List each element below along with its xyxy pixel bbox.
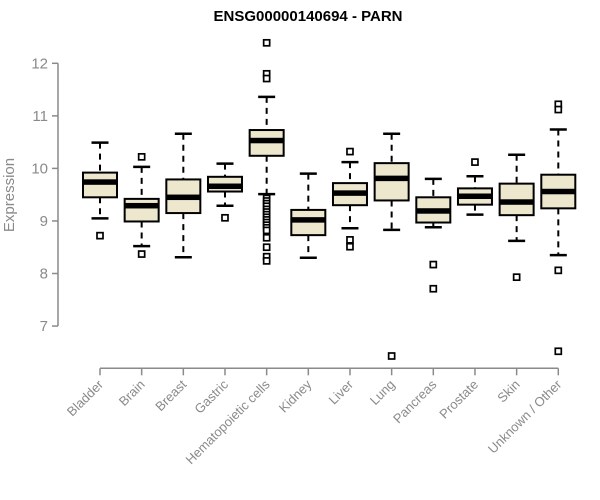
box-hematopoietic-cells — [248, 38, 285, 265]
iqr-box — [123, 197, 160, 223]
box-bladder — [82, 141, 118, 240]
y-tick-label: 8 — [40, 266, 48, 283]
outlier-point — [512, 273, 521, 282]
outlier-point — [554, 266, 563, 275]
box-gastric — [206, 162, 243, 222]
box-unknown-other — [540, 100, 577, 356]
outlier-point — [346, 242, 354, 251]
box-group — [82, 38, 577, 360]
y-tick-label: 12 — [31, 55, 48, 72]
median-line — [332, 190, 367, 196]
box-prostate — [456, 158, 493, 216]
outlier-point — [554, 105, 563, 114]
x-category-label: Unknown / Other — [485, 376, 565, 456]
box-skin — [498, 153, 535, 282]
median-line — [416, 208, 451, 214]
box-kidney — [290, 172, 327, 259]
x-category-label: Pancreas — [390, 376, 440, 426]
x-category-label: Lung — [367, 377, 398, 408]
median-line — [457, 193, 492, 200]
outlier-point — [346, 236, 354, 244]
outlier-point — [262, 74, 271, 83]
y-axis: 7 8 9 10 11 12 — [31, 55, 59, 335]
x-category-label: Bladder — [64, 376, 107, 419]
outlier-point — [471, 158, 479, 166]
box-breast — [165, 132, 202, 259]
median-line — [166, 194, 201, 201]
y-tick-label: 7 — [40, 318, 48, 335]
x-category-label: Breast — [152, 377, 189, 414]
y-tick-label: 9 — [40, 213, 48, 230]
box-brain — [123, 152, 160, 258]
outlier-point — [262, 257, 271, 265]
outlier-point — [262, 233, 271, 242]
median-line — [374, 175, 409, 182]
median-line — [291, 217, 326, 223]
box-pancreas — [415, 177, 452, 293]
outlier-point — [429, 260, 438, 269]
y-tick-label: 11 — [32, 108, 48, 125]
outlier-point — [387, 352, 396, 360]
y-axis-label: Expression — [1, 158, 18, 232]
median-line — [499, 199, 534, 205]
outlier-point — [262, 226, 271, 235]
outlier-point — [221, 213, 229, 222]
iqr-box — [82, 171, 118, 199]
outlier-point — [137, 250, 146, 258]
box-liver — [331, 147, 368, 251]
median-line — [83, 179, 117, 185]
outlier-point — [262, 243, 271, 252]
median-line — [249, 137, 284, 144]
outlier-point — [262, 38, 271, 47]
iqr-box — [373, 162, 410, 202]
chart-title: ENSG00000140694 - PARN — [214, 8, 403, 25]
box-lung — [373, 132, 410, 360]
outlier-point — [429, 284, 438, 293]
outlier-point — [346, 147, 354, 156]
median-line — [207, 183, 242, 190]
outlier-point — [96, 231, 104, 240]
x-category-label: Liver — [326, 376, 357, 407]
x-category-label: Prostate — [436, 377, 481, 422]
y-tick-label: 10 — [31, 160, 48, 177]
median-line — [124, 202, 159, 209]
x-category-label: Gastric — [191, 376, 231, 416]
outlier-point — [554, 347, 563, 356]
x-category-label: Skin — [494, 377, 522, 405]
x-category-label: Kidney — [276, 376, 315, 415]
median-line — [541, 188, 576, 195]
outlier-point — [137, 152, 146, 161]
x-category-label: Brain — [116, 377, 148, 409]
